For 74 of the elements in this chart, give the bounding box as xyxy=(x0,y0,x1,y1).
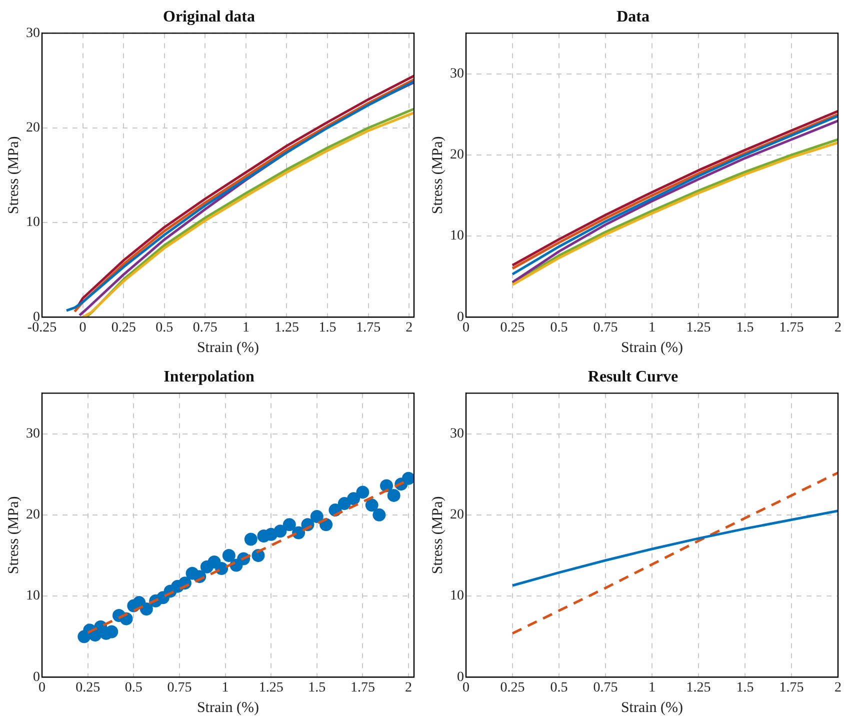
y-tick-label: 30 xyxy=(26,26,40,41)
x-tick-label: 1.75 xyxy=(350,680,375,696)
line-series xyxy=(511,471,838,635)
point xyxy=(310,510,324,524)
x-tick-label: 1.75 xyxy=(779,320,804,336)
x-tick-label: 2 xyxy=(406,320,413,336)
chart-title: Original data xyxy=(162,8,256,26)
point xyxy=(402,472,414,485)
x-tick-label: 1.75 xyxy=(779,680,804,696)
point xyxy=(244,532,258,546)
x-axis-title: Strain (%) xyxy=(620,700,684,716)
point xyxy=(387,488,400,502)
x-tick-label: 0.75 xyxy=(593,320,618,336)
y-tick-label: 10 xyxy=(450,228,464,244)
x-tick-label: 0.25 xyxy=(76,680,100,696)
x-tick-label: 2 xyxy=(834,680,842,696)
x-tick-label: 1.75 xyxy=(356,320,381,336)
x-tick-label: 0 xyxy=(79,320,86,336)
y-tick-label: 10 xyxy=(26,215,40,230)
chart-title: Interpolation xyxy=(164,368,254,386)
x-tick-label: 1.25 xyxy=(274,320,299,336)
point xyxy=(347,492,360,506)
x-tick-label: 1 xyxy=(222,680,229,696)
x-tick-label: 0.75 xyxy=(167,680,192,696)
x-tick-label: 2 xyxy=(405,680,412,696)
x-tick-label: 2 xyxy=(834,320,842,336)
x-tick-label: 1.5 xyxy=(736,320,754,336)
y-tick-label: 0 xyxy=(33,670,40,685)
x-tick-label: 1.25 xyxy=(686,680,711,696)
point xyxy=(140,602,153,616)
x-tick-label: 1 xyxy=(242,320,250,336)
y-tick-label: 30 xyxy=(450,66,464,82)
x-tick-label: 1.5 xyxy=(308,680,326,696)
y-axis-title: Stress (MPa) xyxy=(430,136,446,214)
chart-title: Data xyxy=(616,8,650,26)
x-tick-label: 0.5 xyxy=(124,680,142,696)
y-tick-label: 20 xyxy=(450,508,464,523)
y-tick-label: 20 xyxy=(450,148,464,163)
x-tick-label: 1.5 xyxy=(318,320,336,336)
chart-title: Result Curve xyxy=(588,368,678,386)
y-axis-title: Stress (MPa) xyxy=(6,496,22,574)
y-tick-label: 20 xyxy=(26,120,40,136)
y-tick-label: 30 xyxy=(450,426,464,442)
y-tick-label: 10 xyxy=(450,588,464,604)
y-tick-label: 20 xyxy=(26,508,40,523)
x-tick-label: 0.75 xyxy=(593,680,618,696)
point xyxy=(282,518,296,532)
point xyxy=(365,498,378,512)
y-tick-label: 30 xyxy=(26,426,40,442)
point xyxy=(274,524,287,538)
x-tick-label: 1.25 xyxy=(258,680,284,696)
x-tick-label: 1 xyxy=(648,680,656,696)
x-axis-title: Strain (%) xyxy=(196,340,260,356)
x-tick-label: 0.5 xyxy=(550,320,568,336)
x-tick-label: 0.25 xyxy=(500,680,525,696)
x-tick-label: 1.25 xyxy=(686,320,711,336)
y-tick-label: 10 xyxy=(26,588,40,604)
y-axis-title: Stress (MPa) xyxy=(430,496,446,574)
x-tick-label: 1 xyxy=(648,320,656,336)
point xyxy=(356,486,370,499)
x-tick-label: 0.5 xyxy=(156,320,174,336)
y-tick-label: 0 xyxy=(457,310,464,325)
point xyxy=(105,625,118,638)
x-tick-label: 0.5 xyxy=(550,680,568,696)
x-tick-label: 0.25 xyxy=(500,320,525,336)
x-tick-label: 0.75 xyxy=(192,320,218,336)
x-tick-label: 1.5 xyxy=(736,680,754,696)
point xyxy=(372,508,386,522)
point xyxy=(222,548,236,562)
y-axis-title: Stress (MPa) xyxy=(6,136,22,214)
x-axis-title: Strain (%) xyxy=(196,700,260,716)
x-tick-label: 0.25 xyxy=(111,320,136,336)
y-tick-label: 0 xyxy=(457,670,464,685)
x-axis-title: Strain (%) xyxy=(620,340,684,356)
